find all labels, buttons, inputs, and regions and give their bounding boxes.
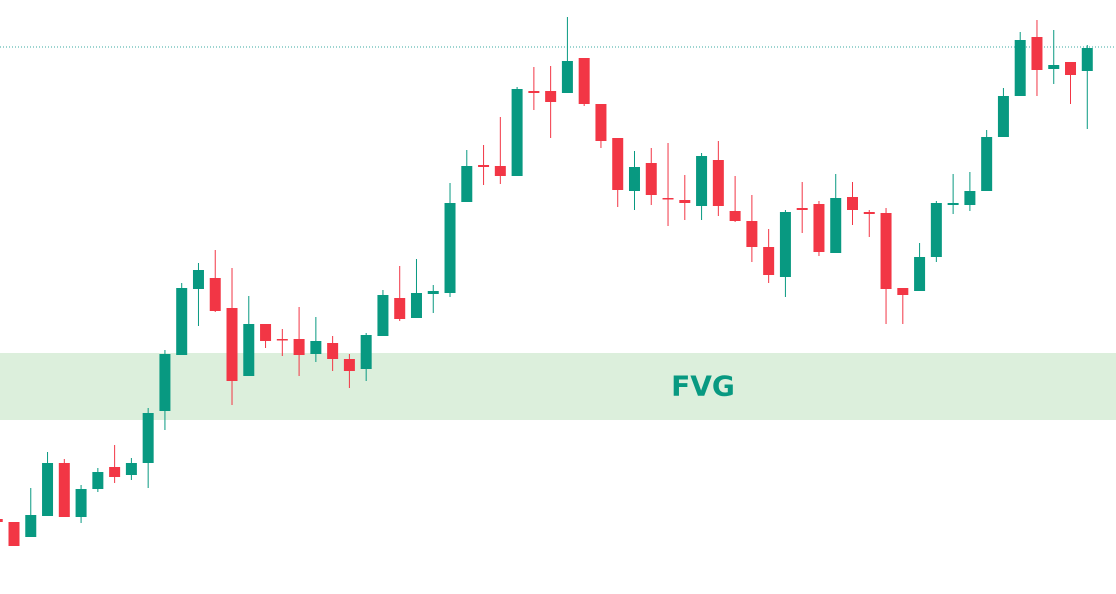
- candle-body: [746, 221, 758, 247]
- candle-body: [1014, 40, 1026, 96]
- candle-body: [1048, 65, 1060, 69]
- candle-body: [478, 165, 490, 167]
- candle-body: [176, 288, 188, 355]
- candle-body: [1065, 62, 1077, 75]
- candle-body: [360, 335, 372, 369]
- candle-body: [679, 200, 691, 203]
- candle-body: [628, 167, 640, 191]
- candle-body: [276, 339, 288, 341]
- candle-body: [545, 91, 557, 102]
- candle-body: [712, 160, 724, 206]
- candle-body: [847, 197, 858, 210]
- candle-body: [813, 204, 825, 252]
- candle-body: [109, 467, 121, 477]
- candle-body: [394, 298, 406, 319]
- candle-body: [494, 166, 506, 176]
- candle-body: [461, 166, 473, 202]
- candle-body: [226, 308, 238, 381]
- candle-body: [964, 191, 976, 205]
- candle-body: [427, 291, 439, 294]
- candle-body: [58, 463, 70, 517]
- candle-body: [209, 278, 221, 311]
- candle-body: [343, 359, 355, 371]
- candle-body: [142, 413, 154, 463]
- candle-body: [511, 89, 523, 176]
- candle-body: [779, 212, 791, 277]
- candle-body: [796, 208, 808, 210]
- candle-body: [880, 213, 892, 289]
- candle-body: [377, 295, 389, 336]
- candle-body: [997, 96, 1009, 137]
- candle-body: [125, 463, 137, 475]
- candle-body: [930, 203, 942, 257]
- candle-body: [830, 198, 842, 253]
- candle-body: [192, 270, 204, 289]
- candle-body: [645, 163, 657, 195]
- fvg-label: FVG: [671, 370, 735, 403]
- candle-body: [981, 137, 993, 191]
- candle-body: [310, 341, 322, 354]
- candle-body: [159, 354, 171, 411]
- candle-body: [662, 198, 674, 200]
- candle-body: [327, 343, 339, 359]
- candle-body: [696, 156, 708, 206]
- candle-body: [444, 203, 456, 293]
- candle-body: [0, 519, 3, 522]
- candle-body: [914, 257, 926, 291]
- candle-body: [42, 463, 54, 516]
- candle-body: [243, 324, 255, 376]
- candle-body: [947, 203, 959, 205]
- candle-body: [612, 138, 624, 190]
- candle-body: [763, 247, 775, 275]
- candle-body: [260, 324, 272, 341]
- candle-body: [1081, 48, 1093, 71]
- fvg-zone: [0, 353, 1116, 420]
- candle-body: [578, 58, 590, 104]
- candle-body: [528, 91, 540, 93]
- candle-body: [410, 293, 422, 318]
- candle-body: [25, 515, 37, 537]
- candle-body: [595, 104, 607, 141]
- candle-body: [75, 489, 87, 517]
- candle-body: [1031, 37, 1043, 70]
- candle-body: [293, 339, 305, 355]
- candle-body: [561, 61, 573, 93]
- candle-body: [729, 211, 741, 221]
- candle-body: [897, 288, 909, 295]
- candle-body: [92, 472, 104, 489]
- candle-body: [863, 212, 875, 214]
- candle-body: [8, 522, 20, 546]
